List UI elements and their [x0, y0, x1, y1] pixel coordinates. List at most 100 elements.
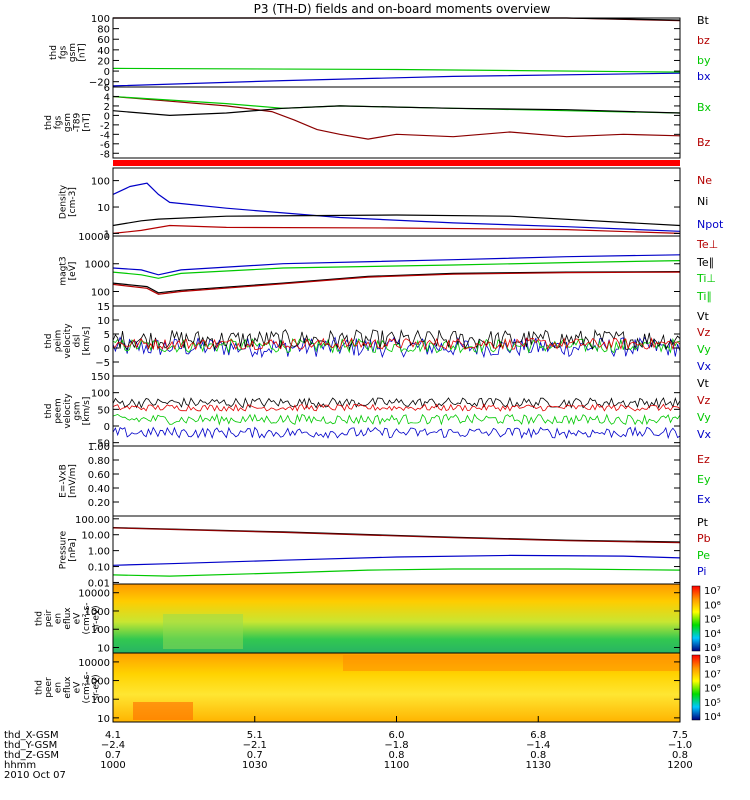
y-axis-label: eV: [73, 681, 83, 694]
legend-Bx: Bx: [697, 101, 712, 114]
series-Vt: [112, 328, 681, 351]
y-tick-label: 10000: [78, 658, 110, 669]
y-tick-label: 1: [104, 229, 110, 240]
y-axis-label: Density: [58, 184, 68, 219]
colorbar-label: 10³: [704, 643, 721, 654]
y-tick-label: 0.60: [88, 470, 110, 481]
x-tick-label: 1200: [667, 760, 692, 771]
y-axis-label: [nT]: [82, 113, 92, 131]
legend-Vt: Vt: [697, 310, 710, 323]
legend-Pe: Pe: [697, 549, 710, 562]
y-tick-label: 10: [97, 203, 110, 214]
series-Vy: [112, 413, 681, 426]
y-tick-label: 10000: [78, 589, 110, 600]
y-tick-label: 100: [91, 287, 110, 298]
y-tick-label: -4: [100, 130, 110, 141]
y-tick-label: 5: [104, 330, 110, 341]
y-tick-label: 15: [97, 302, 110, 313]
y-tick-label: -8: [100, 149, 110, 160]
x-tick-label: 6.8: [530, 730, 546, 741]
y-axis-label: (cm²-s-: [82, 602, 92, 634]
series-bx: [112, 72, 681, 87]
x-tick-label: 0.7: [247, 750, 263, 761]
y-axis-label: E=-VxB: [58, 464, 68, 498]
spectrogram-band: [133, 702, 193, 720]
legend-Ti⊥: Ti⊥: [696, 272, 716, 285]
legend-Ne: Ne: [697, 174, 712, 187]
panel-frame: [112, 445, 681, 517]
y-axis-label: eV: [73, 612, 83, 625]
y-tick-label: 100: [91, 14, 110, 25]
colorbar-label: 10⁷: [704, 669, 721, 680]
x-tick-label: −2.4: [101, 740, 125, 751]
x-tick-label: 6.0: [389, 730, 405, 741]
y-tick-label: 1000: [85, 677, 110, 688]
x-tick-label: 1030: [242, 760, 267, 771]
x-tick-label: 4.1: [105, 730, 121, 741]
y-tick-label: 0.20: [88, 498, 110, 509]
series-Pi: [112, 554, 681, 566]
x-axis-row-label: thd_Y-GSM: [4, 740, 57, 751]
x-tick-label: −1.0: [668, 740, 692, 751]
colorbar: 10⁸ 10⁷ 10⁶ 10⁵ 10⁴: [691, 654, 721, 723]
colorbar-label: 10⁴: [704, 629, 721, 640]
legend-Vx: Vx: [697, 428, 712, 441]
panel-8: 100.00 10.00 1.00 0.10 0.01 Pressure [nPa] Pt Pb…: [58, 515, 710, 590]
y-axis-label: [mV/m]: [68, 464, 78, 498]
y-axis-label: (cm²-s-: [82, 671, 92, 703]
y-tick-label: 60: [97, 35, 110, 46]
y-axis-label: [eV]: [68, 262, 78, 281]
y-tick-label: 100: [91, 389, 110, 400]
panel-6: 150 100 50 0 −50 thd peem velocity gsm [km/s] Vt Vz…: [44, 372, 712, 450]
panel-frame: [112, 235, 681, 307]
y-axis-label: thd: [44, 115, 54, 130]
y-axis-label: eflux: [63, 607, 73, 630]
x-tick-label: 1000: [100, 760, 125, 771]
panel-frame: [112, 86, 681, 159]
x-tick-label: 0.8: [389, 750, 405, 761]
series-Ni: [112, 214, 681, 227]
legend-Ex: Ex: [697, 493, 711, 506]
legend-Ti∥: Ti∥: [696, 290, 712, 303]
legend-Bt: Bt: [697, 14, 710, 27]
y-tick-label: 40: [97, 46, 110, 57]
y-tick-label: 0.01: [88, 578, 110, 589]
y-axis-label: fgs: [54, 115, 64, 129]
y-axis-label: peem: [54, 398, 64, 424]
colorbar-label: 10⁶: [704, 600, 721, 611]
y-axis-label: -T89: [73, 113, 83, 133]
y-axis-label: gsm: [63, 113, 73, 132]
series-Ti⊥: [112, 260, 681, 279]
panel-frame: [112, 167, 681, 237]
spectrogram-band: [163, 614, 243, 649]
y-tick-label: 100: [91, 625, 110, 636]
series-Vt: [112, 396, 681, 409]
y-tick-label: 0: [104, 111, 110, 122]
y-tick-label: 100: [91, 177, 110, 188]
panel-3: 100 10 1 Density [cm-3] Ne Ni Npot: [58, 167, 724, 240]
y-tick-label: -2: [100, 121, 110, 132]
y-tick-label: −5: [95, 358, 110, 369]
y-tick-label: 10000: [78, 232, 110, 243]
y-axis-label: thd: [44, 404, 54, 419]
y-axis-label: [cm-3]: [68, 187, 78, 217]
y-axis-label: thd: [44, 334, 54, 349]
plot-title: P3 (TH-D) fields and on-board moments ov…: [254, 2, 551, 16]
x-tick-label: 0.7: [105, 750, 121, 761]
x-tick-label: −2.1: [243, 740, 267, 751]
y-axis-label: fgs: [58, 45, 68, 59]
panel-5: 15 10 5 0 −5 thd peim velocity dsl [km/s] Vt Vz Vy Vx: [44, 302, 712, 377]
panel-frame: [112, 17, 681, 88]
x-axis-row-label: thd_Z-GSM: [4, 750, 59, 761]
y-tick-label: 1.00: [88, 547, 110, 558]
y-axis-label: velocity: [63, 323, 73, 359]
y-tick-label: 100.00: [75, 515, 110, 526]
y-tick-label: 10: [97, 714, 110, 725]
y-axis-label: magt3: [58, 256, 68, 285]
colorbar: 10⁷ 10⁶ 10⁵ 10⁴ 10³: [691, 585, 721, 654]
y-axis-label: Pressure: [58, 530, 68, 569]
y-axis-label: eflux: [63, 676, 73, 699]
y-axis-label: sr-eV): [92, 674, 102, 700]
